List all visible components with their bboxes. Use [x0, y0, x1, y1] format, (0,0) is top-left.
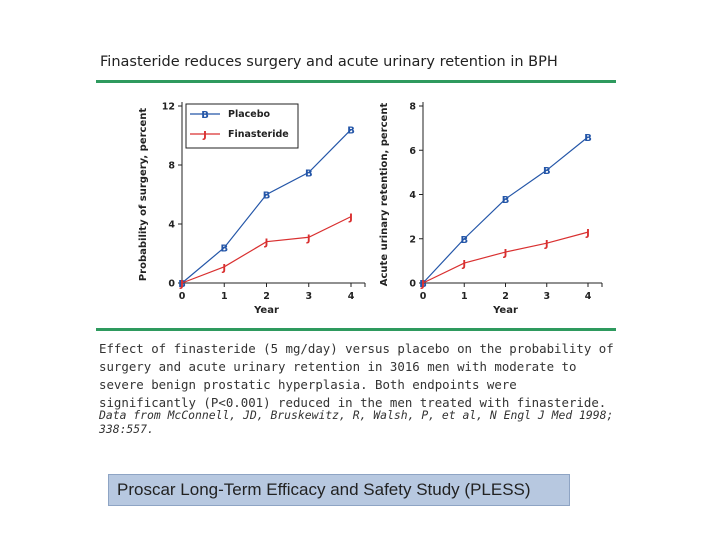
y-tick-label: 6 — [409, 146, 416, 157]
x-tick-label: 3 — [543, 291, 550, 302]
y-tick-label: 4 — [168, 220, 175, 231]
legend-marker-finasteride: J — [202, 130, 207, 141]
x-tick-label: 2 — [263, 291, 270, 302]
y-axis-title: Acute urinary retention, percent — [379, 103, 390, 287]
data-point-placebo: B — [460, 235, 468, 246]
x-tick-label: 3 — [305, 291, 312, 302]
data-point-placebo: B — [347, 126, 355, 137]
series-line-placebo — [181, 129, 352, 284]
legend-marker-placebo: B — [201, 110, 209, 121]
data-point-placebo: B — [305, 168, 313, 179]
y-tick-label: 0 — [409, 279, 416, 290]
data-point-finasteride: J — [461, 259, 466, 270]
data-point-finasteride: J — [503, 248, 508, 259]
figure-caption: Effect of finasteride (5 mg/day) versus … — [99, 341, 614, 410]
x-tick-label: 4 — [348, 291, 355, 302]
series-line-finasteride — [181, 216, 352, 284]
slide-title: Finasteride reduces surgery and acute ur… — [100, 54, 558, 70]
legend-box — [185, 103, 299, 149]
x-axis-title: Year — [253, 305, 279, 316]
y-tick-label: 12 — [162, 102, 175, 113]
y-tick-label: 8 — [409, 102, 416, 113]
data-point-finasteride: J — [264, 238, 269, 249]
data-point-finasteride: J — [544, 239, 549, 250]
x-axis-title: Year — [492, 305, 518, 316]
y-tick-label: 2 — [409, 234, 416, 245]
data-point-finasteride: J — [306, 233, 311, 244]
data-point-finasteride: J — [585, 228, 590, 239]
y-tick-label: 0 — [168, 279, 175, 290]
x-tick-label: 0 — [179, 291, 186, 302]
data-point-finasteride: J — [179, 279, 184, 290]
data-point-placebo: B — [502, 195, 510, 206]
legend-label-placebo: Placebo — [228, 109, 271, 120]
data-point-placebo: B — [220, 244, 228, 255]
x-tick-label: 2 — [502, 291, 509, 302]
caption-divider — [96, 328, 616, 331]
data-point-placebo: B — [584, 133, 592, 144]
data-point-finasteride: J — [348, 213, 353, 224]
legend-label-finasteride: Finasteride — [228, 129, 289, 140]
top-divider — [96, 80, 616, 83]
y-tick-label: 4 — [409, 190, 416, 201]
x-tick-label: 0 — [420, 291, 427, 302]
data-source-citation: Data from McConnell, JD, Bruskewitz, R, … — [99, 408, 614, 436]
data-point-finasteride: J — [420, 279, 425, 290]
y-tick-label: 8 — [168, 161, 175, 172]
data-point-placebo: B — [263, 191, 271, 202]
series-line-placebo — [422, 136, 589, 284]
data-point-placebo: B — [178, 279, 186, 290]
data-point-finasteride: J — [221, 263, 226, 274]
x-tick-label: 4 — [585, 291, 592, 302]
x-tick-label: 1 — [221, 291, 228, 302]
y-axis-title: Probability of surgery, percent — [138, 108, 149, 282]
x-tick-label: 1 — [461, 291, 468, 302]
data-point-placebo: B — [543, 166, 551, 177]
data-point-placebo: B — [419, 279, 427, 290]
study-name-box: Proscar Long-Term Efficacy and Safety St… — [108, 474, 570, 506]
series-line-finasteride — [422, 231, 589, 284]
